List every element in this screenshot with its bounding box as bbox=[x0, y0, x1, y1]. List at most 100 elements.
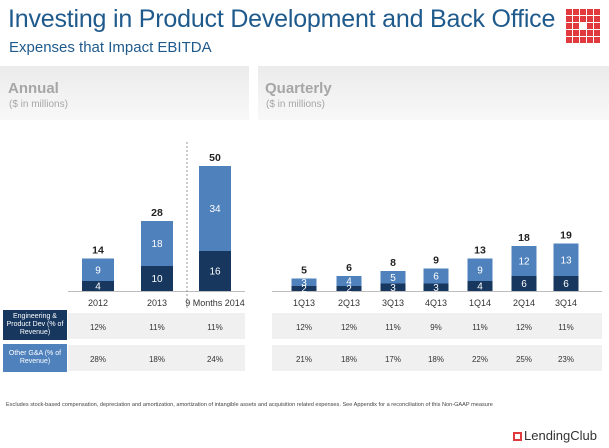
engineering-value-label: 16 bbox=[209, 267, 221, 278]
engineering-value-label: 2 bbox=[346, 284, 352, 295]
engineering-row-label: Engineering & Product Dev (% of Revenue) bbox=[3, 310, 67, 340]
annual-ga-row bbox=[68, 345, 245, 371]
other-ga-bar bbox=[291, 278, 317, 286]
brand-logo: LendingClub bbox=[513, 428, 597, 443]
other-ga-bar bbox=[141, 221, 173, 266]
ga-pct-cell: 18% bbox=[427, 355, 444, 364]
quarterly-unit: ($ in millions) bbox=[266, 99, 325, 110]
logo-cell bbox=[573, 16, 579, 22]
other-ga-value-label: 18 bbox=[151, 239, 163, 250]
other-ga-value-label: 13 bbox=[560, 255, 572, 266]
engineering-value-label: 6 bbox=[521, 279, 527, 290]
engineering-pct-cell: 11% bbox=[149, 323, 165, 332]
logo-cell bbox=[587, 30, 593, 36]
category-tick-label: 2013 bbox=[147, 298, 167, 308]
bar-total-label: 8 bbox=[390, 257, 396, 269]
bar-total-label: 13 bbox=[474, 245, 486, 257]
logo-cell bbox=[580, 37, 586, 43]
logo-cell bbox=[580, 16, 586, 22]
ga-pct-cell: 21% bbox=[295, 355, 312, 364]
other-ga-bar bbox=[423, 268, 449, 284]
bar-total-label: 5 bbox=[301, 265, 307, 277]
engineering-pct-cell: 12% bbox=[340, 323, 357, 332]
logo-cell bbox=[587, 23, 593, 29]
engineering-pct-cell: 11% bbox=[385, 323, 401, 332]
engineering-bar bbox=[511, 276, 537, 291]
category-tick-label: 2Q13 bbox=[338, 298, 360, 308]
engineering-bar bbox=[199, 251, 231, 291]
quarterly-title: Quarterly bbox=[265, 80, 332, 97]
annual-unit: ($ in millions) bbox=[9, 99, 68, 110]
brand-name: LendingClub bbox=[524, 428, 598, 443]
category-tick-label: 3Q13 bbox=[382, 298, 404, 308]
footnote: Excludes stock-based compensation, depre… bbox=[6, 402, 493, 408]
quarterly-engineering-row bbox=[272, 313, 602, 339]
logo-cell bbox=[566, 9, 572, 15]
engineering-pct-cell: 11% bbox=[558, 323, 574, 332]
annual-title: Annual bbox=[8, 80, 59, 97]
engineering-value-label: 3 bbox=[433, 283, 439, 294]
engineering-bar bbox=[82, 281, 114, 291]
other-ga-value-label: 12 bbox=[518, 257, 530, 268]
category-tick-label: 1Q14 bbox=[469, 298, 491, 308]
other-ga-bar bbox=[82, 258, 114, 281]
engineering-pct-cell: 11% bbox=[472, 323, 488, 332]
other-ga-value-label: 6 bbox=[433, 272, 439, 283]
other-ga-bar bbox=[199, 166, 231, 251]
engineering-bar bbox=[141, 266, 173, 291]
annual-header-band bbox=[0, 66, 249, 120]
engineering-bar bbox=[553, 276, 579, 291]
bar-total-label: 14 bbox=[92, 245, 104, 257]
engineering-pct-cell: 12% bbox=[515, 323, 532, 332]
category-tick-label: 9 Months 2014 bbox=[185, 298, 245, 308]
logo-cell bbox=[594, 23, 600, 29]
ga-row-label: Other G&A (% of Revenue) bbox=[3, 344, 67, 372]
other-ga-value-label: 34 bbox=[209, 204, 221, 215]
ga-pct-cell: 22% bbox=[471, 355, 488, 364]
logo-cell bbox=[587, 16, 593, 22]
logo-cell bbox=[566, 30, 572, 36]
ga-pct-cell: 17% bbox=[384, 355, 401, 364]
other-ga-value-label: 3 bbox=[301, 278, 307, 289]
ga-pct-cell: 28% bbox=[89, 355, 106, 364]
annual-engineering-row bbox=[68, 313, 245, 339]
logo-cell bbox=[566, 16, 572, 22]
bar-total-label: 28 bbox=[151, 207, 163, 219]
engineering-pct-cell: 9% bbox=[430, 323, 442, 332]
other-ga-value-label: 5 bbox=[390, 273, 396, 284]
bar-total-label: 50 bbox=[209, 152, 221, 164]
other-ga-value-label: 9 bbox=[95, 265, 101, 276]
category-tick-label: 2Q14 bbox=[513, 298, 535, 308]
other-ga-bar bbox=[553, 243, 579, 276]
engineering-bar bbox=[380, 283, 406, 291]
logo-cell bbox=[580, 30, 586, 36]
engineering-bar bbox=[291, 286, 317, 291]
page-title: Investing in Product Development and Bac… bbox=[8, 5, 556, 33]
bar-total-label: 19 bbox=[560, 230, 572, 242]
engineering-value-label: 6 bbox=[563, 279, 569, 290]
other-ga-bar bbox=[511, 246, 537, 276]
lendingclub-grid-icon bbox=[566, 9, 600, 43]
engineering-bar bbox=[467, 281, 493, 291]
brand-mark-icon bbox=[513, 432, 522, 441]
engineering-pct-cell: 12% bbox=[89, 323, 106, 332]
logo-cell bbox=[566, 23, 572, 29]
logo-cell bbox=[594, 30, 600, 36]
logo-cell bbox=[573, 23, 579, 29]
logo-cell bbox=[573, 30, 579, 36]
ga-pct-cell: 18% bbox=[148, 355, 165, 364]
other-ga-value-label: 9 bbox=[477, 265, 483, 276]
logo-cell bbox=[573, 37, 579, 43]
logo-cell bbox=[587, 9, 593, 15]
ga-pct-cell: 25% bbox=[515, 355, 532, 364]
category-tick-label: 2012 bbox=[88, 298, 108, 308]
logo-cell bbox=[573, 9, 579, 15]
engineering-bar bbox=[336, 286, 362, 291]
ga-pct-cell: 24% bbox=[206, 355, 223, 364]
engineering-value-label: 2 bbox=[301, 284, 307, 295]
quarterly-header-band bbox=[258, 66, 609, 120]
quarterly-ga-row bbox=[272, 345, 602, 371]
logo-cell bbox=[566, 37, 572, 43]
logo-cell bbox=[594, 16, 600, 22]
